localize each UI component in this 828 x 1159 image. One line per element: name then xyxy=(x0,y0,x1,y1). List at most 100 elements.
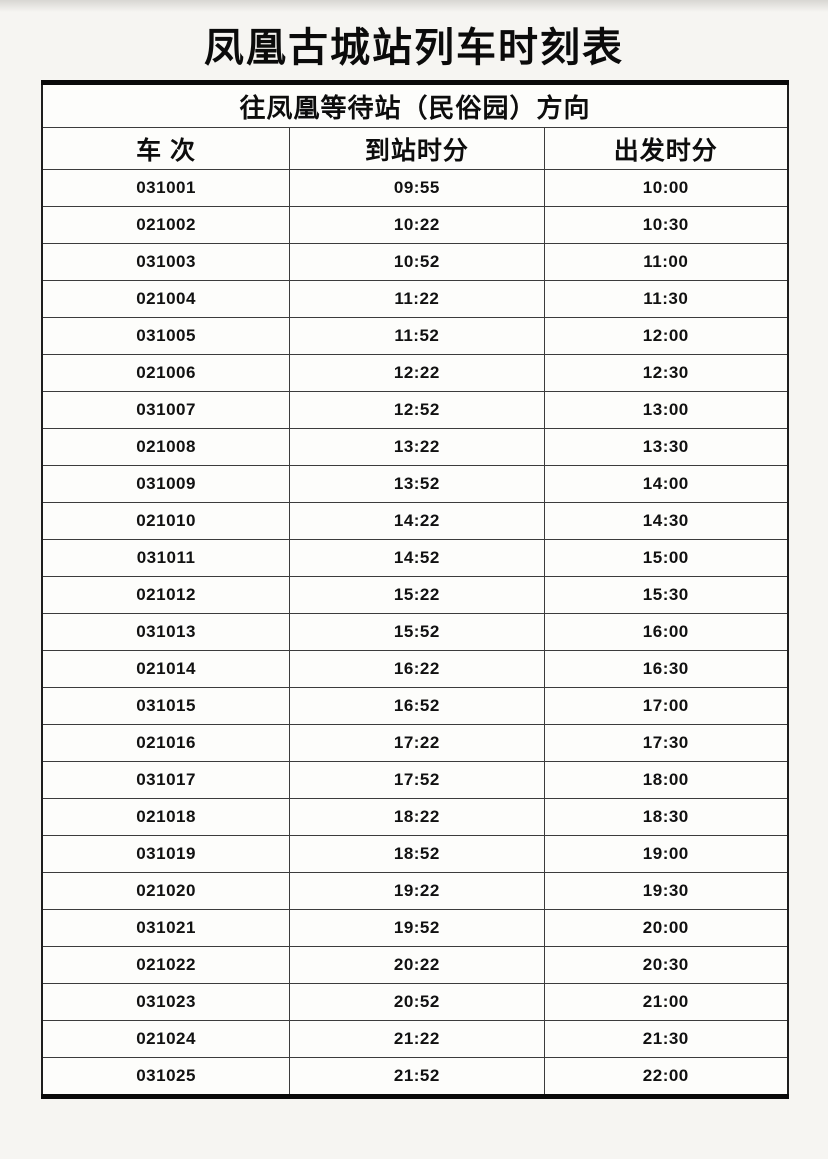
train-number-cell: 021008 xyxy=(41,428,291,466)
column-header-departure-time: 出发时分 xyxy=(543,127,789,170)
arrival-time-cell: 13:22 xyxy=(289,428,545,466)
table-row: 031011 14:52 15:00 xyxy=(41,539,789,577)
departure-time-cell: 13:00 xyxy=(543,391,789,429)
train-number-cell: 021010 xyxy=(41,502,291,540)
column-header-arrival-time: 到站时分 xyxy=(289,127,545,170)
table-row: 021020 19:22 19:30 xyxy=(41,872,789,910)
arrival-time-cell: 10:22 xyxy=(289,206,545,244)
table-row: 021024 21:22 21:30 xyxy=(41,1020,789,1058)
column-header-train-number: 车 次 xyxy=(41,127,291,170)
table-row: 031005 11:52 12:00 xyxy=(41,317,789,355)
departure-time-cell: 12:30 xyxy=(543,354,789,392)
departure-time-cell: 21:30 xyxy=(543,1020,789,1058)
train-number-cell: 031001 xyxy=(41,169,291,207)
departure-time-cell: 16:00 xyxy=(543,613,789,651)
train-number-cell: 021014 xyxy=(41,650,291,688)
table-row: 031019 18:52 19:00 xyxy=(41,835,789,873)
departure-time-cell: 12:00 xyxy=(543,317,789,355)
column-header-row: 车 次 到站时分 出发时分 xyxy=(41,127,789,170)
table-row: 031003 10:52 11:00 xyxy=(41,243,789,281)
table-row: 021012 15:22 15:30 xyxy=(41,576,789,614)
departure-time-cell: 21:00 xyxy=(543,983,789,1021)
train-number-cell: 021012 xyxy=(41,576,291,614)
train-number-cell: 021002 xyxy=(41,206,291,244)
table-row: 021010 14:22 14:30 xyxy=(41,502,789,540)
departure-time-cell: 20:00 xyxy=(543,909,789,947)
departure-time-cell: 13:30 xyxy=(543,428,789,466)
train-number-cell: 031017 xyxy=(41,761,291,799)
departure-time-cell: 19:30 xyxy=(543,872,789,910)
table-row: 031015 16:52 17:00 xyxy=(41,687,789,725)
table-row: 021002 10:22 10:30 xyxy=(41,206,789,244)
arrival-time-cell: 20:52 xyxy=(289,983,545,1021)
departure-time-cell: 19:00 xyxy=(543,835,789,873)
table-row: 021004 11:22 11:30 xyxy=(41,280,789,318)
timetable-body: 031001 09:55 10:00 021002 10:22 10:30 031003 10… xyxy=(41,169,789,1097)
arrival-time-cell: 16:52 xyxy=(289,687,545,725)
departure-time-cell: 18:00 xyxy=(543,761,789,799)
train-number-cell: 031019 xyxy=(41,835,291,873)
train-number-cell: 021018 xyxy=(41,798,291,836)
arrival-time-cell: 21:22 xyxy=(289,1020,545,1058)
train-number-cell: 031023 xyxy=(41,983,291,1021)
departure-time-cell: 18:30 xyxy=(543,798,789,836)
departure-time-cell: 16:30 xyxy=(543,650,789,688)
train-number-cell: 031005 xyxy=(41,317,291,355)
table-row: 031023 20:52 21:00 xyxy=(41,983,789,1021)
arrival-time-cell: 18:52 xyxy=(289,835,545,873)
arrival-time-cell: 21:52 xyxy=(289,1057,545,1097)
arrival-time-cell: 18:22 xyxy=(289,798,545,836)
table-row: 021014 16:22 16:30 xyxy=(41,650,789,688)
arrival-time-cell: 09:55 xyxy=(289,169,545,207)
table-row: 031009 13:52 14:00 xyxy=(41,465,789,503)
arrival-time-cell: 12:52 xyxy=(289,391,545,429)
train-number-cell: 021020 xyxy=(41,872,291,910)
table-row: 021018 18:22 18:30 xyxy=(41,798,789,836)
arrival-time-cell: 13:52 xyxy=(289,465,545,503)
departure-time-cell: 11:30 xyxy=(543,280,789,318)
train-number-cell: 031011 xyxy=(41,539,291,577)
departure-time-cell: 11:00 xyxy=(543,243,789,281)
table-row: 021016 17:22 17:30 xyxy=(41,724,789,762)
arrival-time-cell: 14:52 xyxy=(289,539,545,577)
arrival-time-cell: 16:22 xyxy=(289,650,545,688)
train-number-cell: 031003 xyxy=(41,243,291,281)
train-number-cell: 031015 xyxy=(41,687,291,725)
table-row: 031007 12:52 13:00 xyxy=(41,391,789,429)
direction-header: 往凤凰等待站（民俗园）方向 xyxy=(41,82,789,128)
arrival-time-cell: 11:52 xyxy=(289,317,545,355)
departure-time-cell: 14:00 xyxy=(543,465,789,503)
departure-time-cell: 15:00 xyxy=(543,539,789,577)
timetable-page: 凤凰古城站列车时刻表 往凤凰等待站（民俗园）方向 车 次 到站时分 出发时分 0… xyxy=(41,26,789,1099)
departure-time-cell: 20:30 xyxy=(543,946,789,984)
arrival-time-cell: 14:22 xyxy=(289,502,545,540)
arrival-time-cell: 17:52 xyxy=(289,761,545,799)
arrival-time-cell: 15:52 xyxy=(289,613,545,651)
train-number-cell: 021022 xyxy=(41,946,291,984)
train-number-cell: 031025 xyxy=(41,1057,291,1097)
table-row: 031013 15:52 16:00 xyxy=(41,613,789,651)
arrival-time-cell: 19:52 xyxy=(289,909,545,947)
table-row: 031025 21:52 22:00 xyxy=(41,1057,789,1097)
train-number-cell: 031009 xyxy=(41,465,291,503)
departure-time-cell: 15:30 xyxy=(543,576,789,614)
table-row: 031021 19:52 20:00 xyxy=(41,909,789,947)
departure-time-cell: 10:00 xyxy=(543,169,789,207)
arrival-time-cell: 19:22 xyxy=(289,872,545,910)
arrival-time-cell: 20:22 xyxy=(289,946,545,984)
arrival-time-cell: 15:22 xyxy=(289,576,545,614)
train-number-cell: 021006 xyxy=(41,354,291,392)
timetable-table: 往凤凰等待站（民俗园）方向 车 次 到站时分 出发时分 031001 09:55 1… xyxy=(41,80,789,1099)
table-row: 031017 17:52 18:00 xyxy=(41,761,789,799)
train-number-cell: 031007 xyxy=(41,391,291,429)
table-row: 021008 13:22 13:30 xyxy=(41,428,789,466)
train-number-cell: 021024 xyxy=(41,1020,291,1058)
train-number-cell: 031013 xyxy=(41,613,291,651)
table-row: 021022 20:22 20:30 xyxy=(41,946,789,984)
table-row: 021006 12:22 12:30 xyxy=(41,354,789,392)
train-number-cell: 031021 xyxy=(41,909,291,947)
departure-time-cell: 14:30 xyxy=(543,502,789,540)
departure-time-cell: 17:30 xyxy=(543,724,789,762)
arrival-time-cell: 12:22 xyxy=(289,354,545,392)
departure-time-cell: 10:30 xyxy=(543,206,789,244)
